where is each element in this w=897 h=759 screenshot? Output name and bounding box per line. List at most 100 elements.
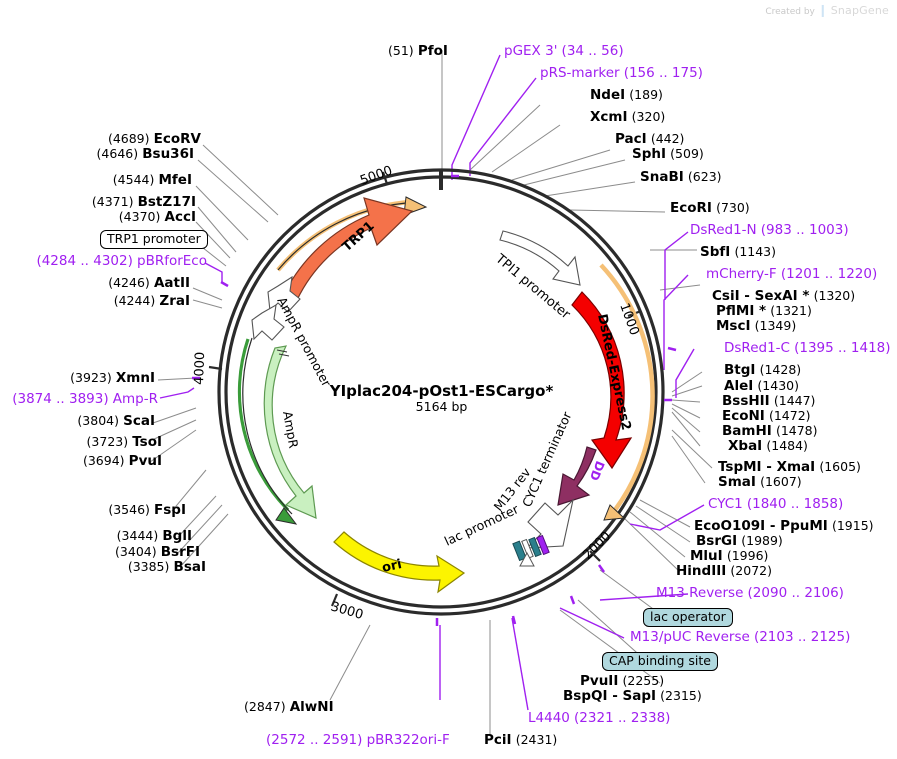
label-bstz17i[interactable]: (4371) BstZ17I — [0, 195, 196, 210]
label-snabi[interactable]: SnaBI (623) — [640, 170, 722, 185]
enzyme-sphi: SphI — [632, 146, 667, 162]
feature-label-ori: ori — [381, 557, 403, 576]
label-ecoo109i-ppumi[interactable]: EcoO109I - PpuMI (1915) — [694, 519, 874, 534]
feature-ampr[interactable] — [263, 345, 317, 519]
enzyme-aatii: AatII — [153, 275, 190, 291]
enzyme-fspi: FspI — [154, 502, 186, 518]
feature-cyc1-terminator[interactable] — [525, 498, 574, 549]
label-btgi[interactable]: BtgI (1428) — [724, 363, 801, 378]
label-scai[interactable]: (3804) ScaI — [0, 414, 155, 429]
label-bgli[interactable]: (3444) BglI — [0, 529, 192, 544]
pos-m13-puc-reverse: (2103 .. 2125) — [753, 629, 851, 645]
enzyme-econi: EcoNI — [722, 408, 765, 424]
label-pbrforeco[interactable]: (4284 .. 4302) pBRforEco — [0, 254, 207, 269]
label-ndei[interactable]: NdeI (189) — [590, 88, 663, 103]
enzyme-ecorv: EcoRV — [153, 131, 201, 147]
label-pvuii[interactable]: PvuII (2255) — [580, 674, 664, 689]
label-mfei[interactable]: (4544) MfeI — [0, 173, 192, 188]
badge-trp1-promoter[interactable]: TRP1 promoter — [100, 230, 208, 249]
label-ecorv[interactable]: (4689) EcoRV — [0, 132, 201, 147]
label-paci[interactable]: PacI (442) — [615, 132, 684, 147]
label-csii-sexai[interactable]: CsiI - SexAI * (1320) — [712, 289, 855, 304]
label-bsrgi[interactable]: BsrGI (1989) — [696, 534, 783, 549]
label-dsred1-c[interactable]: DsRed1-C (1395 .. 1418) — [724, 341, 891, 356]
label-aatii[interactable]: (4246) AatII — [0, 276, 190, 291]
label-bsai[interactable]: (3385) BsaI — [0, 560, 206, 575]
label-sphi[interactable]: SphI (509) — [632, 147, 704, 162]
feature-tpi1-promoter[interactable] — [499, 230, 581, 286]
label-pgex-3prime[interactable]: pGEX 3' (34 .. 56) — [504, 44, 624, 59]
leader-lines-right-features — [559, 231, 705, 639]
feature-label-dd: DD — [587, 459, 607, 483]
pos-dsred1-n: (983 .. 1003) — [760, 222, 849, 238]
label-acci[interactable]: (4370) AccI — [0, 210, 196, 225]
enzyme-msci: MscI — [716, 318, 751, 334]
label-pvui[interactable]: (3694) PvuI — [0, 454, 162, 469]
enzyme-pcii: PciI — [484, 732, 512, 748]
enzyme-xcmi: XcmI — [590, 109, 628, 125]
pos-bsu36i: (4646) — [96, 146, 139, 161]
label-bsshii[interactable]: BssHII (1447) — [722, 394, 815, 409]
label-econi[interactable]: EcoNI (1472) — [722, 409, 811, 424]
label-mcherry-f[interactable]: mCherry-F (1201 .. 1220) — [706, 267, 877, 282]
enzyme-pvui: PvuI — [128, 453, 162, 469]
scale-ticks — [208, 170, 642, 607]
label-tsoi[interactable]: (3723) TsoI — [0, 435, 162, 450]
enzyme-bamhi: BamHI — [722, 423, 772, 439]
pos-bsai: (3385) — [127, 559, 170, 574]
feature-ori[interactable] — [333, 531, 466, 594]
pos-msci: (1349) — [754, 318, 797, 333]
enzyme-alei: AleI — [724, 378, 754, 394]
pos-smai: (1607) — [760, 474, 802, 489]
enzyme-paci: PacI — [615, 131, 647, 147]
feature-trp1[interactable] — [282, 197, 414, 301]
label-bsu36i[interactable]: (4646) Bsu36I — [0, 147, 194, 162]
label-sbfi[interactable]: SbfI (1143) — [700, 245, 776, 260]
label-xcmi[interactable]: XcmI (320) — [590, 110, 665, 125]
pos-mlui: (1996) — [726, 548, 769, 563]
label-l4440[interactable]: L4440 (2321 .. 2338) — [528, 711, 670, 726]
pos-ndei: (189) — [629, 87, 663, 102]
label-pcii[interactable]: PciI (2431) — [484, 733, 557, 748]
label-zrai[interactable]: (4244) ZraI — [0, 294, 190, 309]
feature-dsred-express2[interactable] — [571, 291, 633, 470]
label-cyc1[interactable]: CYC1 (1840 .. 1858) — [708, 497, 843, 512]
label-pfoi[interactable]: (51) PfoI — [388, 44, 448, 59]
label-prs-marker[interactable]: pRS-marker (156 .. 175) — [540, 66, 703, 81]
label-xmni[interactable]: (3923) XmnI — [0, 371, 155, 386]
pos-pbr322ori-f: (2572 .. 2591) — [266, 732, 363, 748]
feature-small-blocks[interactable] — [512, 534, 550, 567]
label-xbai[interactable]: XbaI (1484) — [728, 439, 808, 454]
label-tspmi-xmai[interactable]: TspMI - XmaI (1605) — [718, 460, 861, 475]
feature-dd[interactable] — [557, 446, 597, 506]
label-bamhi[interactable]: BamHI (1478) — [722, 424, 818, 439]
label-bspqi-sapi[interactable]: BspQI - SapI (2315) — [563, 689, 702, 704]
feature-ampr-promoter[interactable] — [267, 275, 301, 313]
feature-ampr-promoter-2[interactable] — [251, 303, 285, 341]
enzyme-bgli: BglI — [162, 528, 192, 544]
feature-label-lac-promoter: lac promoter — [442, 501, 522, 549]
label-msci[interactable]: MscI (1349) — [716, 319, 796, 334]
label-alwni[interactable]: (2847) AlwNI — [244, 700, 334, 715]
enzyme-bstz17i: BstZ17I — [137, 194, 196, 210]
label-m13-puc-reverse[interactable]: M13/pUC Reverse (2103 .. 2125) — [630, 630, 850, 645]
label-mlui[interactable]: MluI (1996) — [690, 549, 768, 564]
label-pbr322ori-f[interactable]: (2572 .. 2591) pBR322ori-F — [266, 733, 450, 748]
feature-l4440: L4440 — [528, 710, 570, 726]
feature-label-ampr-promoter: AmpR promoter — [274, 294, 334, 389]
label-amp-r[interactable]: (3874 .. 3893) Amp-R — [0, 392, 158, 407]
badge-lac-operator[interactable]: lac operator — [643, 608, 733, 627]
label-dsred1-n[interactable]: DsRed1-N (983 .. 1003) — [690, 223, 849, 238]
enzyme-bsai: BsaI — [173, 559, 206, 575]
label-fspi[interactable]: (3546) FspI — [0, 503, 186, 518]
label-pflmi[interactable]: PflMI * (1321) — [716, 304, 812, 319]
enzyme-mfei: MfeI — [158, 172, 193, 188]
feature-pbr322ori-f: pBR322ori-F — [366, 732, 450, 748]
label-hindiii[interactable]: HindIII (2072) — [676, 564, 772, 579]
label-bsrfi[interactable]: (3404) BsrFI — [0, 545, 200, 560]
label-smai[interactable]: SmaI (1607) — [718, 475, 802, 490]
label-ecori[interactable]: EcoRI (730) — [670, 201, 750, 216]
badge-cap-binding-site[interactable]: CAP binding site — [602, 652, 718, 671]
label-m13-reverse[interactable]: M13 Reverse (2090 .. 2106) — [656, 586, 844, 601]
label-alei[interactable]: AleI (1430) — [724, 379, 799, 394]
